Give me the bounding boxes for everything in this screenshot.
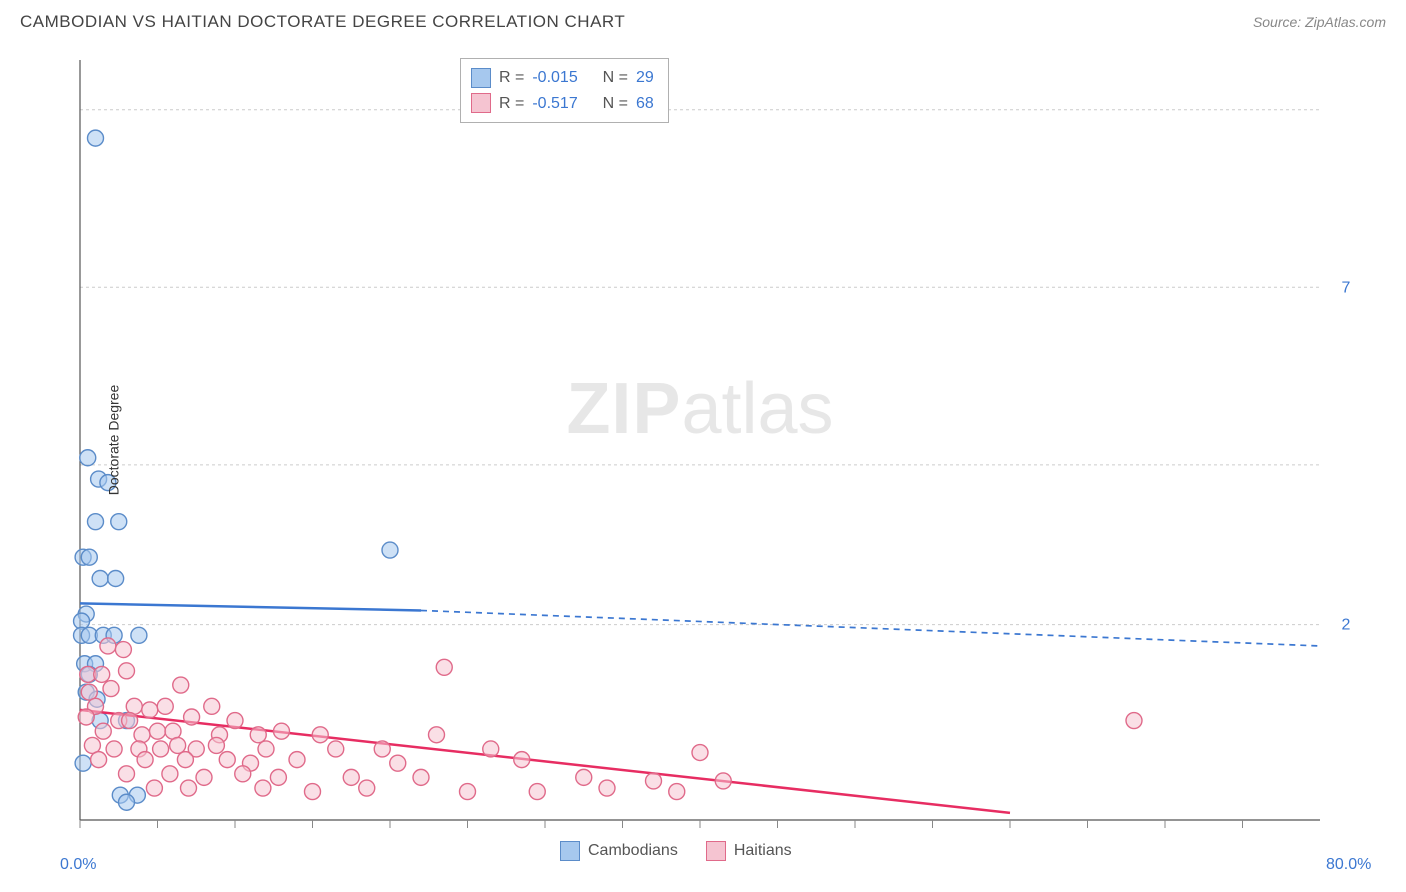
data-point — [119, 663, 135, 679]
swatch-pink-icon — [471, 93, 491, 113]
data-point — [108, 571, 124, 587]
legend-item-haitians: Haitians — [706, 841, 792, 861]
swatch-blue-icon — [471, 68, 491, 88]
data-point — [413, 769, 429, 785]
data-point — [204, 698, 220, 714]
scatter-chart: 2.5% 7.5% — [50, 50, 1350, 830]
data-point — [436, 659, 452, 675]
r-label: R = — [499, 65, 524, 91]
data-point — [78, 709, 94, 725]
data-point — [122, 713, 138, 729]
data-point — [227, 713, 243, 729]
y-axis-label: Doctorate Degree — [105, 385, 121, 496]
n-value: 68 — [636, 91, 654, 117]
series-legend: Cambodians Haitians — [560, 841, 792, 861]
n-label: N = — [603, 91, 628, 117]
n-label: N = — [603, 65, 628, 91]
r-label: R = — [499, 91, 524, 117]
source-attribution: Source: ZipAtlas.com — [1253, 14, 1386, 30]
r-value: -0.517 — [532, 91, 577, 117]
data-point — [184, 709, 200, 725]
data-point — [177, 752, 193, 768]
data-point — [81, 549, 97, 565]
data-point — [274, 723, 290, 739]
x-axis-min-label: 0.0% — [60, 856, 96, 874]
data-point — [153, 741, 169, 757]
data-point — [80, 450, 96, 466]
data-point — [576, 769, 592, 785]
data-point — [196, 769, 212, 785]
data-point — [75, 755, 91, 771]
data-point — [88, 130, 104, 146]
swatch-pink-icon — [706, 841, 726, 861]
data-point — [235, 766, 251, 782]
data-point — [146, 780, 162, 796]
data-point — [115, 642, 131, 658]
data-point — [134, 727, 150, 743]
data-point — [599, 780, 615, 796]
data-point — [181, 780, 197, 796]
data-point — [106, 741, 122, 757]
data-point — [94, 666, 110, 682]
r-value: -0.015 — [532, 65, 577, 91]
data-point — [529, 784, 545, 800]
data-point — [646, 773, 662, 789]
data-point — [219, 752, 235, 768]
n-value: 29 — [636, 65, 654, 91]
data-point — [270, 769, 286, 785]
data-point — [208, 737, 224, 753]
data-point — [162, 766, 178, 782]
data-point — [382, 542, 398, 558]
legend-label: Cambodians — [588, 842, 678, 860]
data-point — [715, 773, 731, 789]
correlation-legend: R = -0.015 N = 29 R = -0.517 N = 68 — [460, 58, 669, 123]
data-point — [374, 741, 390, 757]
data-point — [429, 727, 445, 743]
data-point — [460, 784, 476, 800]
data-point — [255, 780, 271, 796]
data-point — [514, 752, 530, 768]
legend-row-cambodians: R = -0.015 N = 29 — [471, 65, 654, 91]
data-point — [669, 784, 685, 800]
data-point — [305, 784, 321, 800]
data-point — [157, 698, 173, 714]
data-point — [119, 794, 135, 810]
data-point — [173, 677, 189, 693]
data-point — [289, 752, 305, 768]
data-point — [137, 752, 153, 768]
svg-text:7.5%: 7.5% — [1342, 279, 1350, 296]
data-point — [142, 702, 158, 718]
data-point — [258, 741, 274, 757]
data-point — [91, 752, 107, 768]
data-point — [343, 769, 359, 785]
legend-label: Haitians — [734, 842, 792, 860]
data-point — [328, 741, 344, 757]
data-point — [103, 681, 119, 697]
data-point — [100, 638, 116, 654]
legend-item-cambodians: Cambodians — [560, 841, 678, 861]
data-point — [483, 741, 499, 757]
data-point — [88, 514, 104, 530]
data-point — [312, 727, 328, 743]
x-axis-max-label: 80.0% — [1326, 856, 1371, 874]
swatch-blue-icon — [560, 841, 580, 861]
data-point — [92, 571, 108, 587]
chart-header: CAMBODIAN VS HAITIAN DOCTORATE DEGREE CO… — [0, 0, 1406, 40]
data-point — [150, 723, 166, 739]
chart-title: CAMBODIAN VS HAITIAN DOCTORATE DEGREE CO… — [20, 12, 625, 32]
legend-row-haitians: R = -0.517 N = 68 — [471, 91, 654, 117]
svg-text:2.5%: 2.5% — [1342, 617, 1350, 634]
data-point — [111, 514, 127, 530]
data-point — [95, 723, 111, 739]
data-point — [359, 780, 375, 796]
data-point — [692, 745, 708, 761]
data-point — [170, 737, 186, 753]
data-point — [131, 627, 147, 643]
data-point — [1126, 713, 1142, 729]
data-point — [390, 755, 406, 771]
data-point — [250, 727, 266, 743]
data-point — [119, 766, 135, 782]
chart-area: Doctorate Degree ZIPatlas 2.5%7.5% — [50, 50, 1350, 830]
